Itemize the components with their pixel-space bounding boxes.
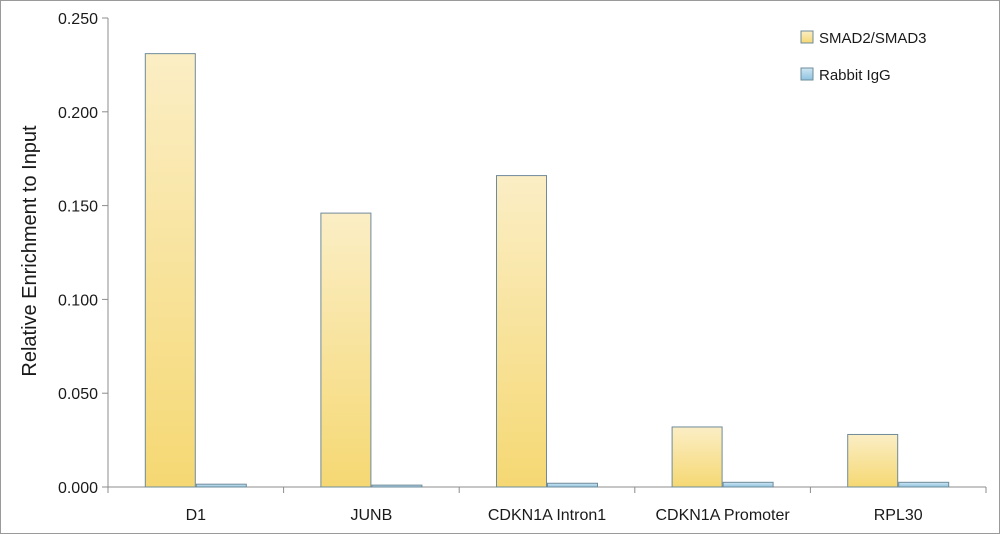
bar-rabbit-igg <box>371 484 423 488</box>
bar-rabbit-igg <box>722 481 774 488</box>
bar-smad2-smad3 <box>320 212 372 488</box>
x-category-label: CDKN1A Intron1 <box>488 507 606 524</box>
legend: SMAD2/SMAD3 Rabbit IgG <box>800 30 927 84</box>
legend-swatch-rabbit-igg <box>800 67 814 81</box>
bars <box>144 53 950 488</box>
y-axis-title: Relative Enrichment to Input <box>19 125 41 377</box>
bar-smad2-smad3 <box>671 426 723 488</box>
bar-rabbit-igg <box>195 483 247 488</box>
y-tick-label: 0.100 <box>58 292 98 309</box>
x-categories: D1 JUNB CDKN1A Intron1 CDKN1A Promoter RPL30 <box>107 487 987 524</box>
legend-label-rabbit-igg: Rabbit IgG <box>819 67 891 84</box>
y-tick-label: 0.000 <box>58 480 98 497</box>
bar-rabbit-igg <box>547 482 598 488</box>
y-ticks: 0.000 0.050 0.100 0.150 0.200 0.250 <box>58 11 108 497</box>
x-category-label: D1 <box>186 507 207 524</box>
bar-rabbit-igg <box>898 481 950 488</box>
bar-smad2-smad3 <box>496 175 547 488</box>
y-tick-label: 0.250 <box>58 11 98 28</box>
x-category-label: JUNB <box>351 507 393 524</box>
legend-label-smad2-smad3: SMAD2/SMAD3 <box>819 30 927 47</box>
legend-swatch-smad2-smad3 <box>800 30 814 44</box>
y-tick-label: 0.150 <box>58 199 98 216</box>
y-tick-label: 0.200 <box>58 105 98 122</box>
bar-smad2-smad3 <box>144 53 196 488</box>
bar-smad2-smad3 <box>847 433 899 488</box>
x-category-label: CDKN1A Promoter <box>655 507 790 524</box>
x-category-label: RPL30 <box>874 507 923 524</box>
y-tick-label: 0.050 <box>58 386 98 403</box>
